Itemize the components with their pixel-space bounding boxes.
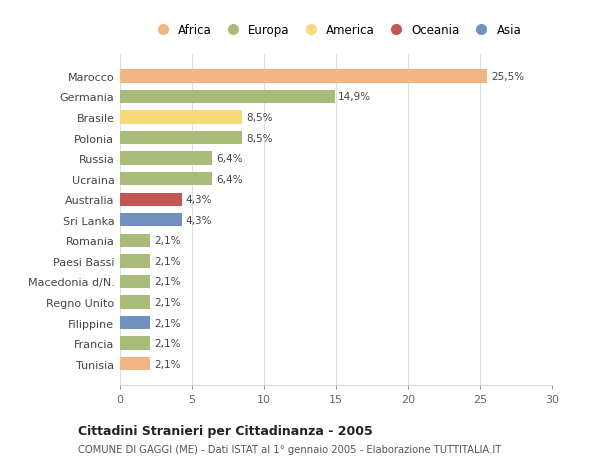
Text: 14,9%: 14,9% (338, 92, 371, 102)
Text: 6,4%: 6,4% (216, 154, 242, 164)
Text: 8,5%: 8,5% (246, 133, 272, 143)
Bar (120, 255, 150, 268)
Bar (120, 132, 242, 145)
Legend: Africa, Europa, America, Oceania, Asia: Africa, Europa, America, Oceania, Asia (148, 21, 524, 39)
Text: 2,1%: 2,1% (154, 297, 181, 308)
Text: 2,1%: 2,1% (154, 338, 181, 348)
Text: Cittadini Stranieri per Cittadinanza - 2005: Cittadini Stranieri per Cittadinanza - 2… (78, 425, 373, 437)
Bar (120, 70, 487, 84)
Text: COMUNE DI GAGGI (ME) - Dati ISTAT al 1° gennaio 2005 - Elaborazione TUTTITALIA.I: COMUNE DI GAGGI (ME) - Dati ISTAT al 1° … (78, 444, 501, 454)
Text: 2,1%: 2,1% (154, 256, 181, 266)
Bar (120, 111, 242, 124)
Bar (120, 90, 335, 104)
Text: 2,1%: 2,1% (154, 359, 181, 369)
Text: 2,1%: 2,1% (154, 236, 181, 246)
Bar (120, 234, 150, 247)
Bar (120, 296, 150, 309)
Text: 8,5%: 8,5% (246, 113, 272, 123)
Text: 4,3%: 4,3% (185, 215, 212, 225)
Bar (120, 213, 182, 227)
Text: 4,3%: 4,3% (185, 195, 212, 205)
Bar (120, 357, 150, 370)
Text: 2,1%: 2,1% (154, 318, 181, 328)
Bar (120, 152, 212, 165)
Bar (120, 193, 182, 207)
Text: 2,1%: 2,1% (154, 277, 181, 287)
Text: 6,4%: 6,4% (216, 174, 242, 185)
Bar (120, 337, 150, 350)
Bar (120, 275, 150, 289)
Text: 25,5%: 25,5% (491, 72, 524, 82)
Bar (120, 316, 150, 330)
Bar (120, 173, 212, 186)
